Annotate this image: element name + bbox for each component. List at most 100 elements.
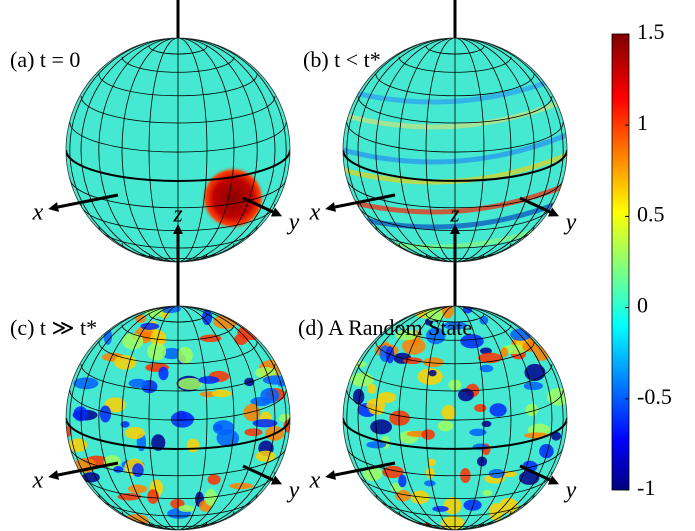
longitude-line	[454, 38, 564, 262]
longitude-line	[177, 38, 235, 262]
blob	[479, 364, 494, 373]
blob	[362, 466, 383, 481]
blob	[114, 354, 137, 370]
axis-label: z	[172, 202, 183, 228]
axis-label: x	[309, 468, 321, 494]
blob	[81, 472, 100, 483]
axis-arrow	[242, 196, 274, 214]
longitude-line	[357, 306, 456, 530]
blob	[140, 322, 160, 330]
blob	[481, 420, 492, 428]
blob	[457, 388, 474, 402]
arrow-head	[270, 207, 283, 217]
blob	[198, 376, 220, 384]
axis-arrow	[242, 464, 274, 482]
blob	[366, 441, 387, 449]
colorbar	[611, 33, 630, 491]
longitude-line	[121, 38, 179, 262]
blob	[67, 438, 88, 453]
blob	[428, 369, 437, 377]
blob	[437, 420, 454, 432]
axis-label: y	[564, 210, 577, 236]
longitude-line	[454, 306, 553, 530]
longitude-line	[375, 306, 456, 530]
blob	[479, 315, 489, 325]
blob	[202, 309, 213, 326]
axis-label: y	[287, 478, 300, 504]
longitude-line	[454, 306, 485, 530]
axis-label: x	[309, 200, 321, 226]
blob	[370, 419, 393, 435]
axis-label: x	[32, 468, 44, 494]
longitude-line	[454, 38, 535, 262]
longitude-line	[148, 306, 179, 530]
panel-label: (c) t ≫ t*	[10, 315, 97, 340]
blob	[510, 328, 532, 341]
arrow-head	[270, 475, 283, 485]
arrow-head	[48, 202, 59, 212]
blob	[161, 347, 183, 360]
axis-label: y	[564, 478, 577, 504]
arrow-head	[547, 207, 560, 217]
longitude-line	[454, 306, 564, 530]
panel-label: (d) A Random State	[298, 315, 472, 340]
sphere	[66, 38, 290, 262]
arrow-head	[48, 470, 59, 480]
longitude-line	[454, 38, 512, 262]
blob	[423, 357, 444, 368]
longitude-line	[398, 306, 456, 530]
colorbar-tick-label: 1.5	[637, 19, 665, 44]
blob	[186, 438, 200, 453]
longitude-line	[177, 306, 287, 530]
blob	[352, 388, 365, 405]
blob	[243, 403, 261, 422]
blob	[147, 342, 167, 361]
longitude-line	[346, 306, 456, 530]
blob	[539, 444, 554, 459]
blob	[389, 410, 410, 426]
longitude-line	[177, 306, 208, 530]
axis-arrow	[57, 461, 119, 477]
colorbar-tick-label: -1	[637, 475, 655, 500]
longitude-line	[98, 306, 179, 530]
blob	[212, 420, 235, 436]
blob	[398, 474, 407, 488]
sphere	[66, 306, 290, 530]
blob	[128, 378, 148, 388]
hot-spot	[201, 166, 265, 230]
axis-arrow	[519, 464, 551, 482]
blob	[132, 463, 144, 477]
longitude-line	[98, 38, 179, 262]
arrow-head	[450, 224, 460, 234]
axis-arrow	[334, 461, 396, 477]
longitude-line	[425, 306, 456, 530]
sphere	[343, 306, 567, 530]
longitude-line	[69, 306, 179, 530]
blob	[460, 334, 484, 349]
blob	[122, 332, 144, 350]
blob	[463, 499, 482, 511]
blob	[73, 406, 88, 422]
longitude-line	[177, 306, 258, 530]
longitude-line	[177, 306, 276, 530]
axis-label: y	[287, 210, 300, 236]
longitude-line	[177, 38, 287, 262]
longitude-line	[346, 38, 456, 262]
longitude-line	[121, 306, 179, 530]
blob	[498, 498, 519, 514]
blob	[124, 426, 145, 440]
blob	[255, 450, 276, 462]
longitude-line	[375, 38, 456, 262]
blob	[443, 497, 462, 515]
blob	[410, 490, 430, 505]
blob	[441, 404, 456, 421]
arrow-head	[325, 470, 336, 480]
blob	[525, 403, 539, 416]
longitude-line	[357, 38, 456, 262]
blob	[417, 368, 443, 385]
blob	[254, 367, 277, 379]
blob	[158, 366, 169, 381]
blob	[395, 329, 419, 341]
panel-label: (a) t = 0	[10, 47, 80, 72]
blob	[401, 337, 426, 355]
